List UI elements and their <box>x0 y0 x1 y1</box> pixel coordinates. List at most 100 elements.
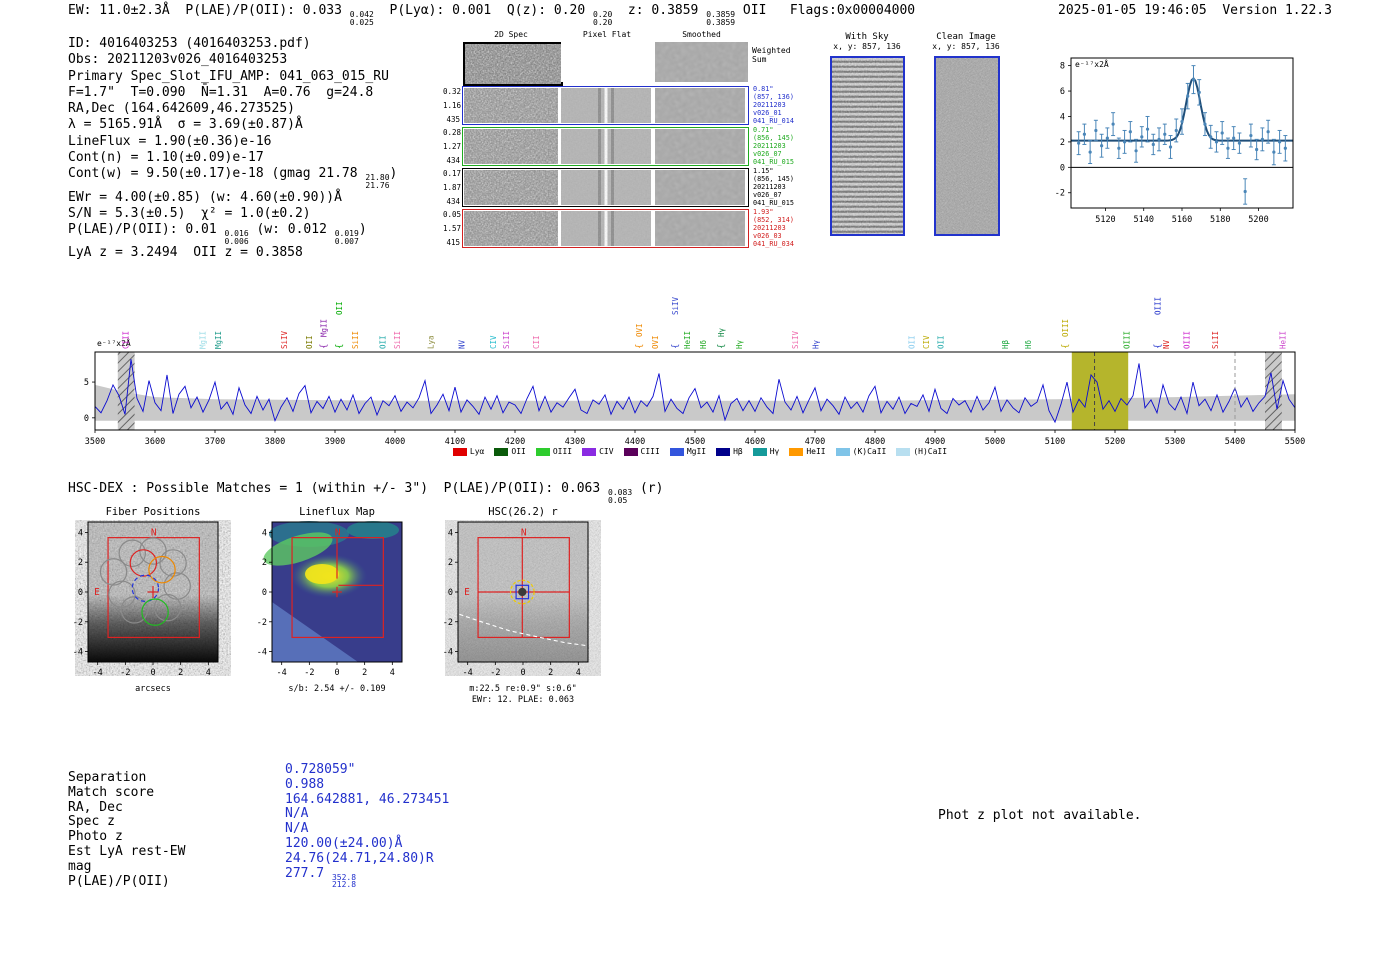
y-tick-label: 0 <box>84 414 89 424</box>
y-tick-label: 0 <box>448 588 453 598</box>
compass-label: N <box>335 527 341 538</box>
spectrum-legend: Lyα OII OIII CIV CIII MgII Hβ Hγ HeII (K)CaII (H)C… <box>380 447 1020 456</box>
match-row-label: RA, Dec <box>68 799 123 815</box>
fiber-annotation: 1.15" (856, 145) 20211203 v026_07 041_RU_015 <box>753 167 794 207</box>
legend-label: CIII <box>640 447 660 456</box>
data-point <box>1122 140 1127 144</box>
overlay-circle <box>509 579 535 605</box>
data-point <box>1283 146 1287 150</box>
compass-label: E <box>464 587 470 598</box>
legend-item: (K)CaII <box>835 447 887 456</box>
x-tick-label: 3700 <box>205 437 225 447</box>
x-tick-label: 5200 <box>1105 437 1125 447</box>
info-line: ID: 4016403253 (4016403253.pdf) <box>68 36 311 51</box>
legend-swatch <box>623 447 638 456</box>
masked-band <box>117 352 135 430</box>
emission-line-label: Hβ <box>1001 339 1010 349</box>
legend-item: (H)CaII <box>896 447 947 456</box>
x-tick-label: 4 <box>576 668 581 678</box>
fiber-row-weights: 0.17 1.87 434 <box>443 169 462 206</box>
data-point <box>1209 135 1213 139</box>
legend-swatch <box>835 447 850 456</box>
x-tick-label: 4 <box>390 668 395 678</box>
overlay-curve <box>459 613 587 647</box>
overlay-circle <box>139 537 167 565</box>
data-point <box>1094 128 1098 133</box>
x-tick-label: 4700 <box>805 437 825 447</box>
x-tick-label: 5200 <box>1248 215 1268 225</box>
x-tick-label: 2 <box>362 668 367 678</box>
x-tick-label: 5180 <box>1210 215 1230 225</box>
data-point <box>1128 130 1132 134</box>
overlay-circle <box>518 587 527 597</box>
info-line: Obs: 20211203v026_4016403253 <box>68 52 288 68</box>
compass-label: N <box>521 527 527 538</box>
x-tick-label: 4500 <box>685 437 705 447</box>
y-tick-label: 5 <box>84 378 89 388</box>
legend-item: OIII <box>535 447 572 456</box>
legend-label: HeII <box>806 447 826 456</box>
pixel-flat-image <box>561 88 651 123</box>
emission-line-label: OIII <box>1182 331 1191 349</box>
x-tick-label: 5160 <box>1172 215 1192 225</box>
legend-label: Hγ <box>769 447 780 456</box>
y-tick-label: 0 <box>1060 163 1065 173</box>
emission-line-label: OII <box>936 335 945 349</box>
data-point <box>1232 136 1236 140</box>
data-point <box>1157 137 1161 141</box>
data-point <box>1088 150 1092 154</box>
hsc-cutout-panel: HSC(26.2) r -4 -4 -2 -2 0 0 2 2 4 4 N E m:22.5 re:0… <box>430 506 616 706</box>
y-tick-label: 6 <box>1060 87 1065 97</box>
x-tick-label: -4 <box>93 668 103 678</box>
legend-swatch <box>669 447 684 456</box>
x-tick-label: -4 <box>277 668 287 678</box>
line-label-brace: { <box>635 344 645 349</box>
emission-line-label: SiII <box>393 331 402 349</box>
x-tick-label: 3900 <box>325 437 345 447</box>
emission-line-label: Hγ <box>735 339 744 349</box>
fiber-2dspec-image <box>464 170 558 205</box>
info-line: λ = 5165.91Å σ = 3.69(±0.87)Å <box>68 117 303 133</box>
header-timestamp-version: 2025-01-05 19:46:05 Version 1.22.3 <box>1058 3 1332 18</box>
emission-line-label: SiII <box>1211 331 1220 349</box>
fiber-annotation: 0.71" (856, 145) 20211203 v026_07 041_RU_015 <box>753 126 794 166</box>
x-tick-label: 4800 <box>865 437 885 447</box>
legend-item: Hβ <box>716 447 743 456</box>
data-point <box>1134 149 1138 153</box>
overlay-rect <box>477 537 570 639</box>
emission-line-label: HeII <box>683 331 692 349</box>
emission-line-label: HeII <box>1278 331 1287 349</box>
x-tick-label: 5100 <box>1045 437 1065 447</box>
match-row-label: Est LyA rest-EW <box>68 843 186 859</box>
legend-swatch <box>452 447 467 456</box>
x-tick-label: 2 <box>548 668 553 678</box>
match-row-value: 0.728059" <box>285 762 356 777</box>
x-tick-label: 4900 <box>925 437 945 447</box>
fiber-annotation: 0.81" (857, 136) 20211203 v026_01 041_RU_014 <box>753 85 794 125</box>
y-tick-label: 4 <box>448 528 453 538</box>
clean-header: Clean Image x, y: 857, 136 <box>922 32 1010 51</box>
info-line: F=1.7" T=0.090 N̄=1.31 A=0.76 g=24.8 <box>68 84 374 100</box>
legend-swatch <box>752 447 767 456</box>
stacked-uncertainty: 0.019 0.007 <box>334 229 359 246</box>
legend-swatch <box>494 447 509 456</box>
y-tick-label: -2 <box>73 618 83 628</box>
y-tick-label: -2 <box>1055 189 1065 199</box>
spec2d-header-smoothed: Smoothed <box>682 30 721 39</box>
stacked-uncertainty: 0.3859 0.3859 <box>706 10 736 27</box>
info-line: RA,Dec (164.642609,46.273525) <box>68 101 295 117</box>
legend-item: Hγ <box>752 447 780 456</box>
legend-label: (K)CaII <box>852 447 887 456</box>
fiber-annotation: 1.93" (852, 314) 20211203 v026_03 041_RU_034 <box>753 208 794 248</box>
spec2d-header-2dspec: 2D Spec <box>494 30 528 39</box>
data-point <box>1266 130 1270 134</box>
y-tick-label: 4 <box>1060 112 1065 122</box>
x-tick-label: 5300 <box>1165 437 1185 447</box>
overlay-circle <box>120 596 149 624</box>
data-point <box>1186 94 1190 98</box>
data-point <box>1082 132 1086 136</box>
y-tick-label: -2 <box>257 618 267 628</box>
data-point <box>1111 122 1115 126</box>
y-axis-label: e⁻¹⁷x2Å <box>1075 58 1109 69</box>
info-line: Primary Spec_Slot_IFU_AMP: 041_063_015_R… <box>68 68 389 84</box>
